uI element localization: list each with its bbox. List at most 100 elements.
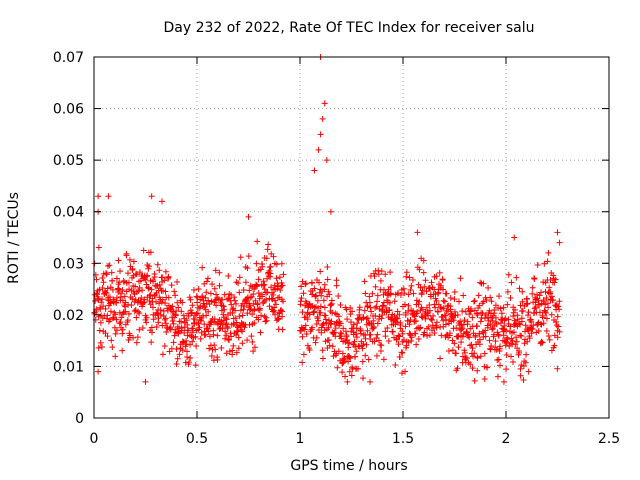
data-point [156, 267, 163, 274]
data-point [108, 337, 115, 344]
data-point [299, 359, 306, 366]
data-point [259, 263, 266, 270]
data-point [357, 330, 364, 337]
data-point [509, 359, 516, 366]
data-point [416, 266, 423, 273]
data-point [300, 290, 307, 297]
data-point [241, 303, 248, 310]
data-point [486, 337, 493, 344]
data-point [476, 302, 483, 309]
data-point [118, 314, 125, 321]
x-tick-label: 0 [90, 431, 99, 447]
data-point [253, 260, 260, 267]
data-point [502, 315, 509, 322]
data-point [556, 328, 563, 335]
data-point [538, 289, 545, 296]
data-point [442, 312, 449, 319]
data-point [552, 276, 559, 283]
data-point [188, 309, 195, 316]
data-point [404, 317, 411, 324]
data-point [455, 298, 462, 305]
data-point [415, 336, 422, 343]
data-point [139, 325, 146, 332]
data-point [320, 320, 327, 327]
data-point [162, 288, 169, 295]
data-point [349, 308, 356, 315]
data-point [96, 286, 103, 293]
data-point [240, 287, 247, 294]
data-point [221, 306, 228, 313]
data-point [221, 291, 228, 298]
data-point [329, 309, 336, 316]
data-point [113, 316, 120, 323]
data-point [445, 348, 452, 355]
data-point [396, 333, 403, 340]
data-point [247, 302, 254, 309]
data-point [223, 350, 230, 357]
data-point [408, 282, 415, 289]
data-point [332, 325, 339, 332]
data-point [420, 257, 427, 264]
data-point [422, 315, 429, 322]
data-point [306, 345, 313, 352]
data-point [105, 193, 112, 200]
data-point [348, 319, 355, 326]
data-point [523, 301, 530, 308]
data-point [345, 344, 352, 351]
data-point [551, 342, 558, 349]
data-point [204, 275, 211, 282]
data-point [479, 310, 486, 317]
data-point [372, 312, 379, 319]
data-point [342, 373, 349, 380]
data-point [504, 288, 511, 295]
data-point [187, 341, 194, 348]
data-point [156, 281, 163, 288]
data-point [302, 322, 309, 329]
data-point [471, 297, 478, 304]
data-point [118, 290, 125, 297]
data-point [395, 332, 402, 339]
data-point [514, 316, 521, 323]
data-point [353, 334, 360, 341]
data-point [211, 285, 218, 292]
data-point [270, 291, 277, 298]
data-point [159, 322, 166, 329]
data-point [503, 366, 510, 373]
data-point [148, 286, 155, 293]
data-point [516, 285, 523, 292]
data-point [224, 323, 231, 330]
data-point [183, 341, 190, 348]
data-point [136, 310, 143, 317]
data-point [344, 316, 351, 323]
data-point [540, 320, 547, 327]
data-point [531, 305, 538, 312]
data-point [186, 332, 193, 339]
data-point [109, 277, 116, 284]
data-point [554, 334, 561, 341]
data-point [95, 344, 102, 351]
data-point [403, 273, 410, 280]
data-point [230, 342, 237, 349]
data-point [525, 327, 532, 334]
data-point [556, 239, 563, 246]
data-point [433, 324, 440, 331]
data-point [235, 280, 242, 286]
data-point [244, 310, 251, 317]
data-point [377, 277, 384, 284]
data-point [466, 311, 473, 318]
data-point [488, 343, 495, 350]
data-point [205, 308, 212, 315]
data-point [195, 320, 202, 327]
data-point [187, 355, 194, 362]
data-point [202, 294, 209, 301]
data-point [206, 333, 213, 340]
y-tick-label: 0.05 [53, 153, 84, 169]
data-point [321, 286, 328, 293]
data-point [399, 349, 406, 356]
data-point [359, 358, 366, 365]
data-point [556, 298, 563, 305]
data-point [129, 295, 136, 302]
data-point [165, 274, 172, 281]
data-point [505, 316, 512, 323]
data-point [254, 300, 261, 307]
